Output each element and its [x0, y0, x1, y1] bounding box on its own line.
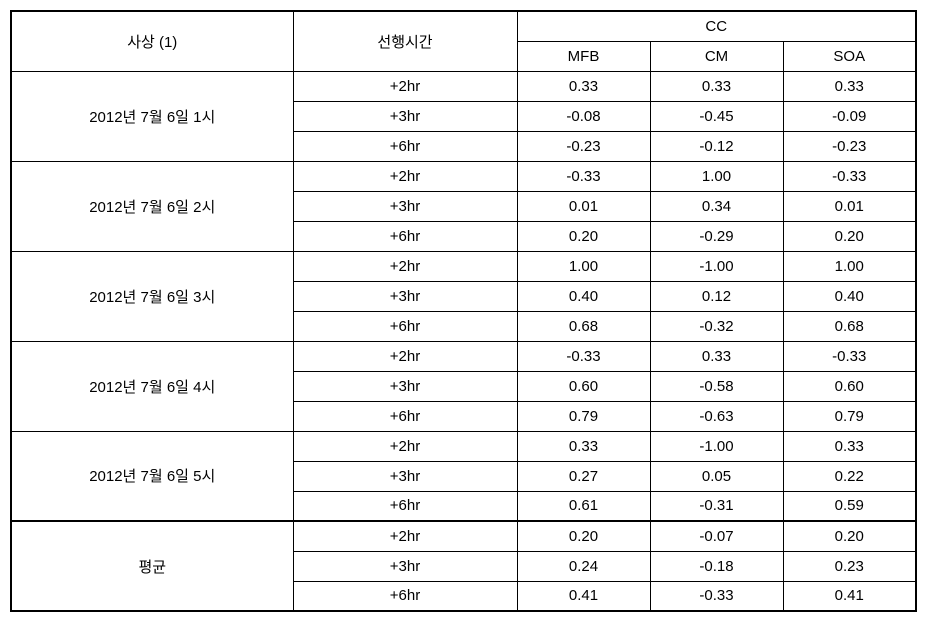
- leadtime-cell: +3hr: [293, 371, 517, 401]
- header-cm: CM: [650, 41, 783, 71]
- event-label: 2012년 7월 6일 5시: [11, 431, 293, 521]
- soa-cell: 0.01: [783, 191, 916, 221]
- cm-cell: 0.34: [650, 191, 783, 221]
- cm-cell: -0.31: [650, 491, 783, 521]
- leadtime-cell: +2hr: [293, 161, 517, 191]
- soa-cell: 0.40: [783, 281, 916, 311]
- mfb-cell: -0.33: [517, 161, 650, 191]
- cm-cell: 0.12: [650, 281, 783, 311]
- mfb-cell: 0.33: [517, 431, 650, 461]
- cm-cell: -0.45: [650, 101, 783, 131]
- cm-cell: -1.00: [650, 251, 783, 281]
- soa-cell: -0.33: [783, 341, 916, 371]
- event-label: 평균: [11, 521, 293, 611]
- mfb-cell: 0.61: [517, 491, 650, 521]
- soa-cell: 0.33: [783, 431, 916, 461]
- leadtime-cell: +3hr: [293, 281, 517, 311]
- leadtime-cell: +2hr: [293, 341, 517, 371]
- mfb-cell: 0.79: [517, 401, 650, 431]
- leadtime-cell: +6hr: [293, 131, 517, 161]
- mfb-cell: 0.27: [517, 461, 650, 491]
- leadtime-cell: +2hr: [293, 251, 517, 281]
- soa-cell: -0.33: [783, 161, 916, 191]
- cm-cell: -0.29: [650, 221, 783, 251]
- table-row: 2012년 7월 6일 4시+2hr-0.330.33-0.33: [11, 341, 916, 371]
- leadtime-cell: +6hr: [293, 401, 517, 431]
- mfb-cell: 0.60: [517, 371, 650, 401]
- data-table: 사상 (1) 선행시간 CC MFB CM SOA 2012년 7월 6일 1시…: [10, 10, 917, 612]
- header-soa: SOA: [783, 41, 916, 71]
- mfb-cell: 0.40: [517, 281, 650, 311]
- leadtime-cell: +2hr: [293, 71, 517, 101]
- cm-cell: -0.18: [650, 551, 783, 581]
- header-row-1: 사상 (1) 선행시간 CC: [11, 11, 916, 41]
- header-leadtime: 선행시간: [293, 11, 517, 71]
- header-cc: CC: [517, 11, 916, 41]
- cm-cell: 0.33: [650, 71, 783, 101]
- soa-cell: 0.79: [783, 401, 916, 431]
- leadtime-cell: +6hr: [293, 311, 517, 341]
- cm-cell: -1.00: [650, 431, 783, 461]
- leadtime-cell: +6hr: [293, 221, 517, 251]
- cm-cell: -0.12: [650, 131, 783, 161]
- mfb-cell: -0.23: [517, 131, 650, 161]
- leadtime-cell: +6hr: [293, 491, 517, 521]
- table-row: 2012년 7월 6일 1시+2hr0.330.330.33: [11, 71, 916, 101]
- header-mfb: MFB: [517, 41, 650, 71]
- soa-cell: 0.33: [783, 71, 916, 101]
- mfb-cell: 0.68: [517, 311, 650, 341]
- leadtime-cell: +3hr: [293, 101, 517, 131]
- soa-cell: 0.20: [783, 521, 916, 551]
- soa-cell: 0.60: [783, 371, 916, 401]
- soa-cell: 0.20: [783, 221, 916, 251]
- soa-cell: 0.22: [783, 461, 916, 491]
- leadtime-cell: +3hr: [293, 551, 517, 581]
- mfb-cell: 1.00: [517, 251, 650, 281]
- table-row: 2012년 7월 6일 5시+2hr0.33-1.000.33: [11, 431, 916, 461]
- mfb-cell: 0.20: [517, 521, 650, 551]
- soa-cell: -0.09: [783, 101, 916, 131]
- mfb-cell: 0.01: [517, 191, 650, 221]
- soa-cell: 1.00: [783, 251, 916, 281]
- event-label: 2012년 7월 6일 1시: [11, 71, 293, 161]
- event-label: 2012년 7월 6일 4시: [11, 341, 293, 431]
- mfb-cell: 0.33: [517, 71, 650, 101]
- cm-cell: -0.58: [650, 371, 783, 401]
- event-label: 2012년 7월 6일 2시: [11, 161, 293, 251]
- table-row: 2012년 7월 6일 3시+2hr1.00-1.001.00: [11, 251, 916, 281]
- leadtime-cell: +2hr: [293, 521, 517, 551]
- cm-cell: 0.05: [650, 461, 783, 491]
- header-event: 사상 (1): [11, 11, 293, 71]
- mfb-cell: -0.33: [517, 341, 650, 371]
- table-row: 평균+2hr0.20-0.070.20: [11, 521, 916, 551]
- mfb-cell: 0.24: [517, 551, 650, 581]
- cm-cell: 0.33: [650, 341, 783, 371]
- leadtime-cell: +3hr: [293, 191, 517, 221]
- mfb-cell: 0.20: [517, 221, 650, 251]
- mfb-cell: -0.08: [517, 101, 650, 131]
- table-row: 2012년 7월 6일 2시+2hr-0.331.00-0.33: [11, 161, 916, 191]
- soa-cell: 0.59: [783, 491, 916, 521]
- leadtime-cell: +3hr: [293, 461, 517, 491]
- cm-cell: -0.07: [650, 521, 783, 551]
- event-label: 2012년 7월 6일 3시: [11, 251, 293, 341]
- cm-cell: -0.32: [650, 311, 783, 341]
- soa-cell: 0.23: [783, 551, 916, 581]
- cm-cell: 1.00: [650, 161, 783, 191]
- soa-cell: -0.23: [783, 131, 916, 161]
- cm-cell: -0.63: [650, 401, 783, 431]
- leadtime-cell: +2hr: [293, 431, 517, 461]
- soa-cell: 0.68: [783, 311, 916, 341]
